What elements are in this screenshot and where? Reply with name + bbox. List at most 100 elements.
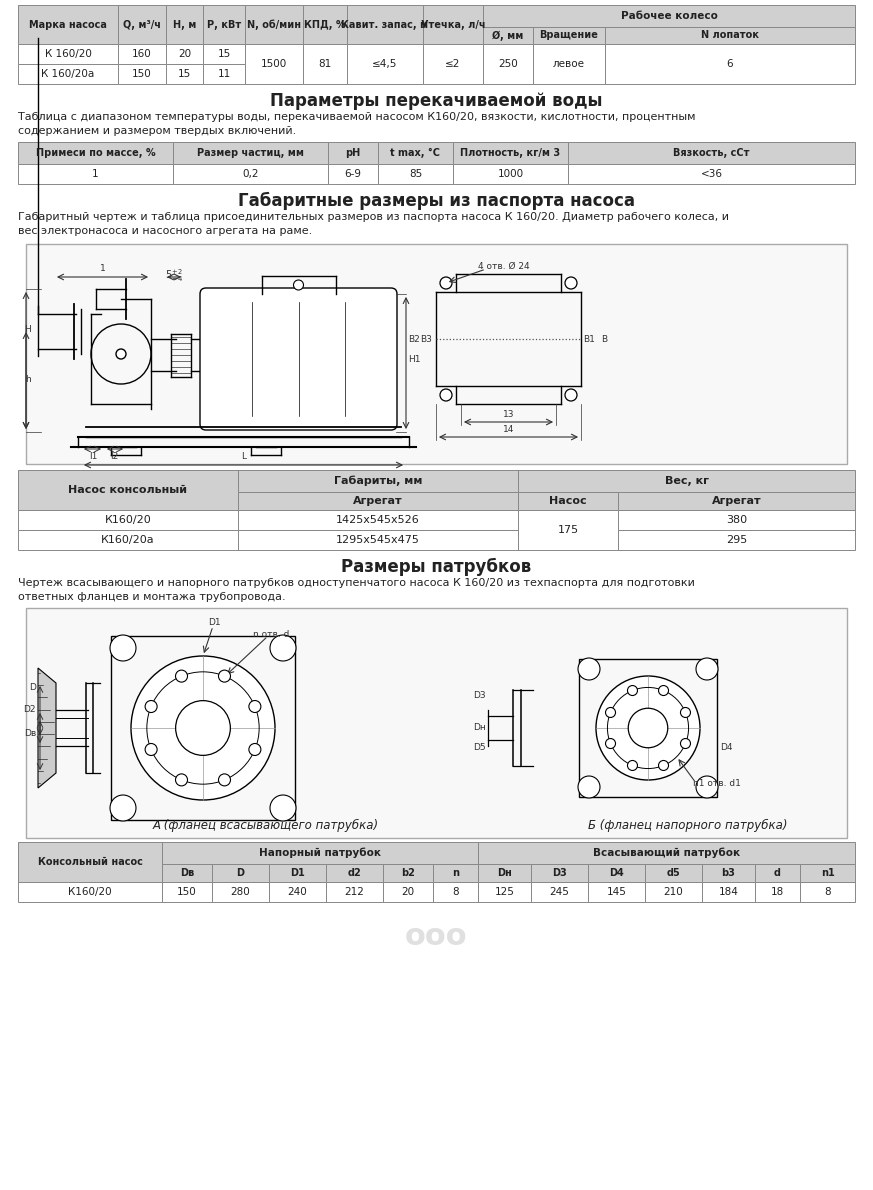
Circle shape — [218, 774, 230, 785]
Text: 1: 1 — [100, 264, 106, 273]
Bar — [269, 864, 326, 882]
Bar — [166, 44, 203, 64]
Circle shape — [145, 701, 157, 713]
Text: Dв: Dв — [24, 728, 36, 738]
Circle shape — [565, 277, 577, 289]
Circle shape — [270, 795, 296, 821]
Text: D: D — [237, 868, 244, 878]
Text: n1 отв. d1: n1 отв. d1 — [693, 778, 741, 788]
Text: H1: H1 — [408, 355, 421, 363]
Text: 15: 15 — [217, 49, 230, 60]
Text: Р, кВт: Р, кВт — [207, 19, 241, 30]
Text: 250: 250 — [498, 60, 518, 69]
Text: 150: 150 — [132, 69, 152, 79]
Text: 1500: 1500 — [261, 60, 287, 69]
Bar — [483, 27, 533, 44]
Text: D4: D4 — [720, 744, 732, 752]
Text: А (фланец всасывающего патрубка): А (фланец всасывающего патрубка) — [153, 819, 379, 832]
Text: n: n — [452, 868, 459, 878]
Text: КПД, %: КПД, % — [304, 19, 346, 30]
Text: 85: 85 — [409, 169, 423, 178]
Bar — [383, 864, 433, 882]
Text: Н, м: Н, м — [173, 19, 196, 30]
Bar — [26, 244, 847, 464]
Text: 14: 14 — [503, 425, 514, 434]
Bar — [618, 491, 855, 511]
Bar — [238, 511, 518, 530]
Text: Габаритные размеры из паспорта насоса: Габаритные размеры из паспорта насоса — [237, 192, 635, 211]
Text: 0,2: 0,2 — [242, 169, 258, 178]
Bar — [605, 44, 855, 84]
Text: 8: 8 — [452, 887, 459, 897]
Text: 18: 18 — [771, 887, 784, 897]
Circle shape — [629, 708, 668, 747]
Bar — [245, 5, 303, 44]
Text: Таблица с диапазоном температуры воды, перекачиваемой насосом К160/20, вязкости,: Таблица с диапазоном температуры воды, п… — [18, 112, 696, 123]
Text: 1425х545х526: 1425х545х526 — [336, 515, 420, 525]
Text: D: D — [29, 683, 36, 693]
Text: D1: D1 — [290, 868, 305, 878]
Text: $5^{+2}_{-4}$: $5^{+2}_{-4}$ — [165, 267, 183, 283]
Text: d: d — [774, 868, 781, 878]
Circle shape — [606, 739, 615, 749]
Text: l2: l2 — [110, 452, 118, 461]
Circle shape — [218, 670, 230, 682]
Bar — [245, 44, 303, 84]
Text: содержанием и размером твердых включений.: содержанием и размером твердых включений… — [18, 126, 296, 136]
Text: Вращение: Вращение — [540, 31, 598, 40]
Text: Примеси по массе, %: Примеси по массе, % — [36, 148, 155, 158]
Circle shape — [440, 389, 452, 401]
Bar — [212, 864, 269, 882]
Bar — [618, 530, 855, 550]
Text: Dв: Dв — [180, 868, 194, 878]
Text: n1: n1 — [821, 868, 835, 878]
Text: 6: 6 — [726, 60, 733, 69]
Bar — [212, 882, 269, 902]
Text: Рабочее колесо: Рабочее колесо — [621, 11, 718, 21]
Text: Утечка, л/ч: Утечка, л/ч — [421, 19, 485, 30]
Text: 210: 210 — [663, 887, 684, 897]
Circle shape — [440, 277, 452, 289]
Bar — [478, 864, 531, 882]
Bar — [118, 5, 166, 44]
Bar — [118, 44, 166, 64]
Bar — [203, 64, 245, 84]
Text: ≤2: ≤2 — [445, 60, 461, 69]
Bar — [518, 511, 618, 550]
Bar — [18, 64, 118, 84]
Text: Напорный патрубок: Напорный патрубок — [259, 847, 381, 858]
Circle shape — [249, 701, 261, 713]
Text: N, об/мин: N, об/мин — [247, 19, 301, 30]
Circle shape — [145, 744, 157, 756]
Text: Параметры перекачиваемой воды: Параметры перекачиваемой воды — [270, 92, 602, 109]
Text: l1: l1 — [89, 452, 97, 461]
Bar — [483, 5, 855, 27]
Bar — [166, 5, 203, 44]
Text: К 160/20а: К 160/20а — [41, 69, 94, 79]
Bar — [433, 882, 478, 902]
Text: b2: b2 — [401, 868, 415, 878]
Bar — [588, 864, 645, 882]
Text: Размеры патрубков: Размеры патрубков — [340, 558, 531, 576]
Bar — [173, 142, 328, 164]
Bar — [478, 882, 531, 902]
Bar — [18, 44, 118, 64]
Text: D3: D3 — [473, 691, 486, 701]
Text: Агрегат: Агрегат — [711, 496, 761, 506]
Bar — [326, 864, 383, 882]
Bar — [162, 843, 478, 864]
Circle shape — [565, 389, 577, 401]
Bar — [162, 864, 212, 882]
Circle shape — [606, 708, 615, 718]
Text: 280: 280 — [230, 887, 251, 897]
Text: Габариты, мм: Габариты, мм — [333, 476, 423, 487]
Text: 20: 20 — [178, 49, 191, 60]
Text: 4 отв. Ø 24: 4 отв. Ø 24 — [478, 262, 530, 270]
Circle shape — [680, 739, 691, 749]
Text: К 160/20: К 160/20 — [45, 49, 92, 60]
Text: D5: D5 — [473, 744, 486, 752]
Text: 1295х545х475: 1295х545х475 — [336, 536, 420, 545]
Text: 8: 8 — [824, 887, 831, 897]
Bar — [483, 44, 533, 84]
Bar — [18, 843, 162, 882]
